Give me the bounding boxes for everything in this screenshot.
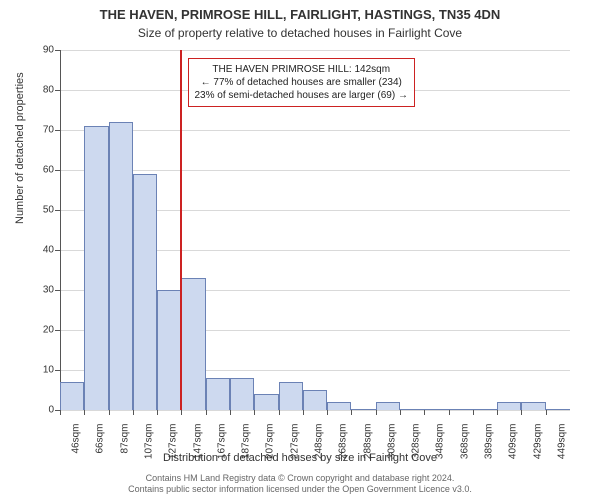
histogram-bar bbox=[351, 409, 375, 410]
x-axis-label: Distribution of detached houses by size … bbox=[0, 452, 600, 464]
histogram-bar bbox=[279, 382, 303, 410]
histogram-bar bbox=[546, 409, 570, 410]
histogram-bar bbox=[424, 409, 448, 410]
x-tick-mark bbox=[400, 410, 401, 415]
chart-title: THE HAVEN, PRIMROSE HILL, FAIRLIGHT, HAS… bbox=[100, 7, 501, 22]
histogram-bar bbox=[497, 402, 521, 410]
annotation-box: THE HAVEN PRIMROSE HILL: 142sqm← 77% of … bbox=[188, 58, 415, 107]
histogram-bar bbox=[303, 390, 327, 410]
x-tick-mark bbox=[279, 410, 280, 415]
x-tick-mark bbox=[157, 410, 158, 415]
histogram-bar bbox=[84, 126, 108, 410]
y-tick-label: 0 bbox=[14, 405, 54, 416]
x-tick-mark bbox=[376, 410, 377, 415]
annotation-line: THE HAVEN PRIMROSE HILL: 142sqm bbox=[195, 63, 408, 76]
footer-attribution: Contains HM Land Registry data © Crown c… bbox=[0, 473, 600, 496]
x-tick-mark bbox=[60, 410, 61, 415]
gridline bbox=[60, 170, 570, 171]
histogram-bar bbox=[230, 378, 254, 410]
histogram-bar bbox=[327, 402, 351, 410]
annotation-line: ← 77% of detached houses are smaller (23… bbox=[195, 76, 408, 89]
gridline bbox=[60, 50, 570, 51]
gridline bbox=[60, 130, 570, 131]
histogram-bar bbox=[206, 378, 230, 410]
chart-title-block: THE HAVEN, PRIMROSE HILL, FAIRLIGHT, HAS… bbox=[0, 6, 600, 41]
x-tick-mark bbox=[521, 410, 522, 415]
y-tick-label: 20 bbox=[14, 325, 54, 336]
histogram-bar bbox=[473, 409, 497, 410]
gridline bbox=[60, 410, 570, 411]
y-axis bbox=[60, 50, 61, 410]
x-tick-mark bbox=[206, 410, 207, 415]
chart-subtitle: Size of property relative to detached ho… bbox=[138, 26, 462, 40]
x-tick-mark bbox=[109, 410, 110, 415]
histogram-bar bbox=[181, 278, 205, 410]
y-tick-label: 10 bbox=[14, 365, 54, 376]
y-tick-label: 60 bbox=[14, 165, 54, 176]
x-tick-mark bbox=[424, 410, 425, 415]
footer-line-1: Contains HM Land Registry data © Crown c… bbox=[146, 473, 455, 483]
histogram-bar bbox=[449, 409, 473, 410]
y-tick-label: 90 bbox=[14, 45, 54, 56]
x-tick-mark bbox=[181, 410, 182, 415]
x-tick-mark bbox=[230, 410, 231, 415]
y-tick-label: 40 bbox=[14, 245, 54, 256]
x-tick-mark bbox=[546, 410, 547, 415]
y-tick-label: 30 bbox=[14, 285, 54, 296]
x-tick-label: 66sqm bbox=[95, 424, 106, 454]
histogram-bar bbox=[400, 409, 424, 410]
plot-area: 46sqm66sqm87sqm107sqm127sqm147sqm167sqm1… bbox=[60, 50, 570, 410]
histogram-bar bbox=[109, 122, 133, 410]
x-tick-mark bbox=[351, 410, 352, 415]
x-tick-mark bbox=[327, 410, 328, 415]
histogram-bar bbox=[254, 394, 278, 410]
chart-wrapper: THE HAVEN, PRIMROSE HILL, FAIRLIGHT, HAS… bbox=[0, 0, 600, 500]
x-tick-label: 87sqm bbox=[119, 424, 130, 454]
histogram-bar bbox=[157, 290, 181, 410]
y-tick-label: 70 bbox=[14, 125, 54, 136]
marker-line bbox=[180, 50, 182, 410]
x-tick-mark bbox=[497, 410, 498, 415]
annotation-line: 23% of semi-detached houses are larger (… bbox=[195, 89, 408, 102]
histogram-bar bbox=[376, 402, 400, 410]
x-tick-label: 46sqm bbox=[71, 424, 82, 454]
histogram-bar bbox=[60, 382, 84, 410]
x-tick-mark bbox=[473, 410, 474, 415]
y-tick-label: 50 bbox=[14, 205, 54, 216]
histogram-bar bbox=[521, 402, 545, 410]
x-tick-mark bbox=[449, 410, 450, 415]
x-tick-mark bbox=[84, 410, 85, 415]
histogram-bar bbox=[133, 174, 157, 410]
x-tick-mark bbox=[133, 410, 134, 415]
footer-line-2: Contains public sector information licen… bbox=[128, 484, 472, 494]
y-tick-label: 80 bbox=[14, 85, 54, 96]
x-tick-mark bbox=[254, 410, 255, 415]
x-tick-mark bbox=[303, 410, 304, 415]
